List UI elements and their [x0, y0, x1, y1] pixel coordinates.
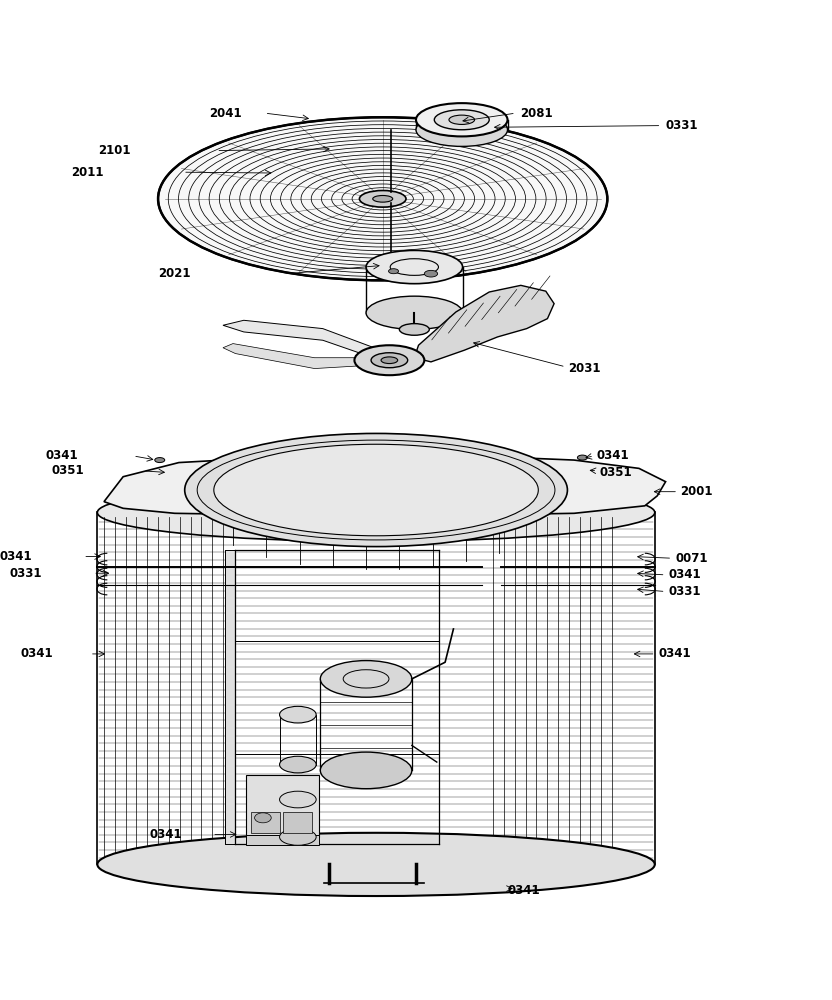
Ellipse shape	[320, 752, 412, 789]
Ellipse shape	[399, 324, 429, 335]
Ellipse shape	[449, 115, 474, 124]
Text: 2081: 2081	[520, 107, 552, 120]
Text: 0331: 0331	[666, 119, 698, 132]
Text: 0331: 0331	[10, 567, 42, 580]
Ellipse shape	[320, 661, 412, 697]
Text: 0351: 0351	[52, 464, 84, 477]
Ellipse shape	[371, 353, 408, 368]
Ellipse shape	[255, 813, 271, 823]
Ellipse shape	[366, 296, 463, 329]
Text: 0341: 0341	[0, 550, 32, 563]
Text: 0331: 0331	[669, 585, 701, 598]
Ellipse shape	[416, 113, 508, 146]
Text: 0341: 0341	[508, 884, 540, 897]
Text: 2021: 2021	[158, 267, 191, 280]
Ellipse shape	[155, 458, 165, 463]
Ellipse shape	[280, 791, 316, 808]
Ellipse shape	[280, 706, 316, 723]
Ellipse shape	[373, 195, 393, 202]
Bar	[251, 812, 280, 833]
Text: 2001: 2001	[681, 485, 713, 498]
Text: 0351: 0351	[599, 466, 631, 479]
Text: 0341: 0341	[46, 449, 78, 462]
Ellipse shape	[424, 270, 438, 277]
Ellipse shape	[97, 483, 655, 542]
Text: 0341: 0341	[21, 647, 53, 660]
Ellipse shape	[434, 110, 489, 130]
Ellipse shape	[389, 269, 399, 274]
Text: 0341: 0341	[150, 828, 182, 841]
Ellipse shape	[366, 250, 463, 284]
Ellipse shape	[280, 756, 316, 773]
Bar	[225, 550, 235, 844]
Text: 0071: 0071	[676, 552, 708, 565]
Text: 2011: 2011	[71, 166, 103, 179]
Ellipse shape	[214, 444, 538, 536]
Ellipse shape	[577, 455, 587, 460]
Bar	[246, 775, 319, 837]
Polygon shape	[223, 320, 385, 362]
Text: 2101: 2101	[98, 144, 131, 157]
Ellipse shape	[185, 433, 567, 547]
Polygon shape	[414, 285, 554, 362]
Ellipse shape	[158, 117, 607, 280]
Ellipse shape	[416, 103, 508, 136]
Text: 2031: 2031	[568, 362, 601, 375]
Ellipse shape	[280, 829, 316, 845]
Polygon shape	[104, 452, 666, 517]
Text: 0341: 0341	[659, 647, 691, 660]
Text: 0341: 0341	[597, 449, 629, 462]
Bar	[246, 835, 319, 845]
Text: 2041: 2041	[209, 107, 241, 120]
Ellipse shape	[359, 190, 406, 207]
Text: 0341: 0341	[669, 568, 701, 581]
Ellipse shape	[354, 345, 424, 375]
Bar	[283, 812, 312, 833]
Ellipse shape	[97, 833, 655, 896]
Polygon shape	[223, 344, 385, 369]
Ellipse shape	[381, 357, 398, 364]
